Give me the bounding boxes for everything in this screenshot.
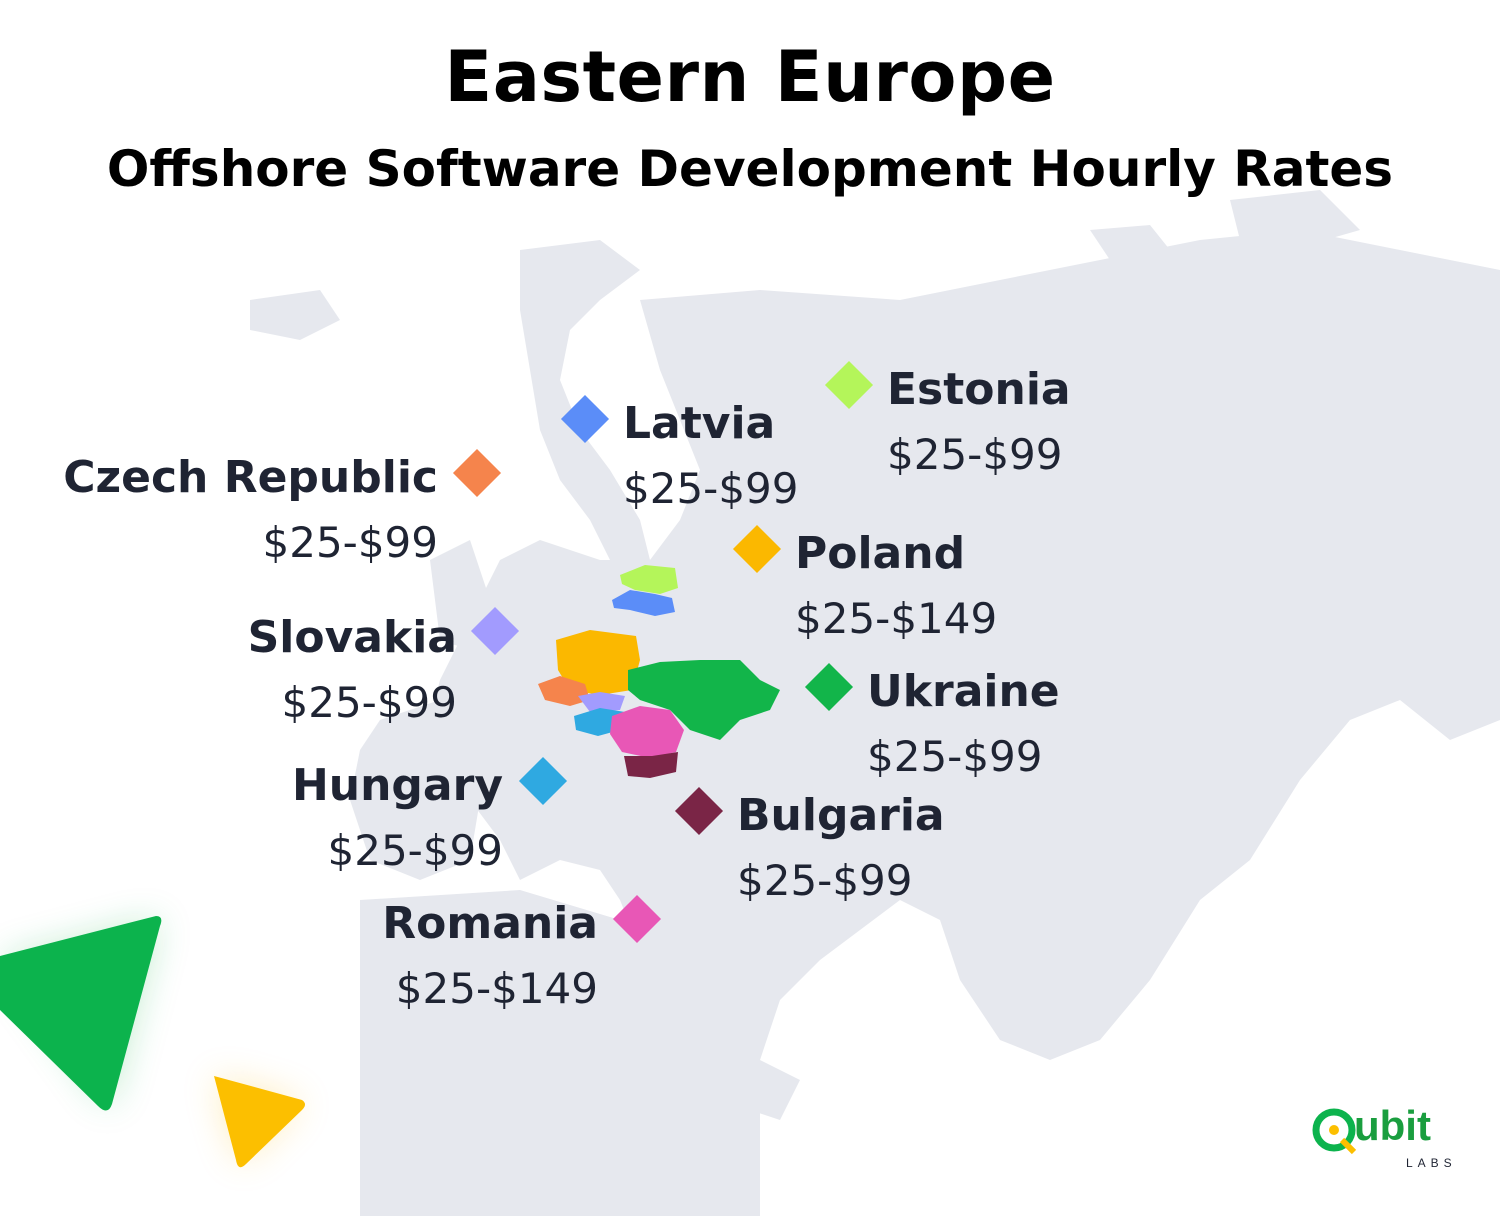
latvia-rate: $25-$99 bbox=[623, 464, 799, 513]
czech-republic-rate: $25-$99 bbox=[262, 518, 439, 567]
qubit-labs-logo: ubit LABS bbox=[1310, 1100, 1470, 1180]
map-romania bbox=[610, 706, 684, 758]
ukraine-name: Ukraine bbox=[867, 666, 1060, 717]
qubit-q-icon bbox=[1312, 1108, 1357, 1155]
hungary-name: Hungary bbox=[291, 760, 503, 811]
poland-name: Poland bbox=[795, 528, 966, 579]
ukraine-rate: $25-$99 bbox=[867, 732, 1043, 781]
map-estonia bbox=[620, 565, 678, 594]
poland-rate: $25-$149 bbox=[795, 594, 998, 643]
estonia-name: Estonia bbox=[887, 364, 1071, 415]
logo-wordmark: ubit bbox=[1354, 1102, 1431, 1149]
bulgaria-rate: $25-$99 bbox=[737, 856, 913, 905]
romania-rate: $25-$149 bbox=[395, 964, 598, 1013]
map-poland bbox=[556, 630, 640, 695]
bulgaria-name: Bulgaria bbox=[737, 790, 945, 841]
slovakia-name: Slovakia bbox=[247, 612, 457, 663]
map-slovakia bbox=[578, 692, 625, 712]
page-subtitle: Offshore Software Development Hourly Rat… bbox=[106, 140, 1394, 198]
green-triangle-decor bbox=[0, 916, 162, 1111]
czech-republic-name: Czech Republic bbox=[63, 452, 438, 503]
map-czech-republic bbox=[538, 676, 590, 706]
map-bulgaria bbox=[624, 752, 678, 778]
page-title: Eastern Europe bbox=[444, 36, 1056, 118]
slovakia-rate: $25-$99 bbox=[281, 678, 458, 727]
yellow-triangle-decor bbox=[214, 1076, 305, 1168]
hungary-rate: $25-$99 bbox=[327, 826, 504, 875]
romania-name: Romania bbox=[382, 898, 598, 949]
latvia-name: Latvia bbox=[623, 398, 776, 449]
logo-sub: LABS bbox=[1406, 1156, 1457, 1170]
map-latvia bbox=[612, 590, 675, 616]
estonia-rate: $25-$99 bbox=[887, 430, 1063, 479]
map-ukraine bbox=[628, 660, 780, 740]
